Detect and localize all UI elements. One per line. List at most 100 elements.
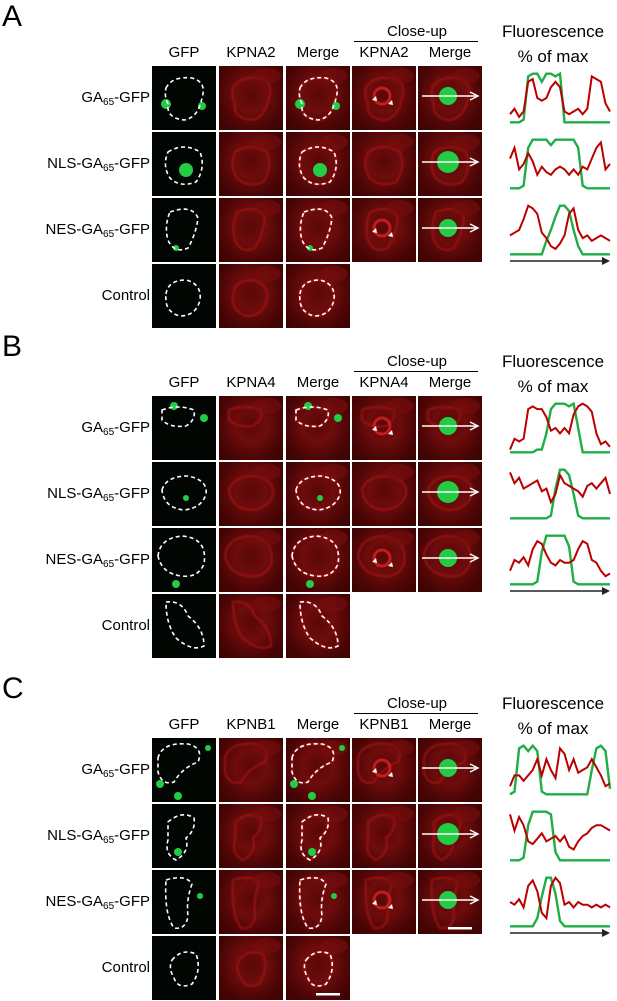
aggregate-spot: [179, 163, 193, 177]
profile-arrow-head: [469, 895, 480, 905]
micrograph-overlay: [298, 596, 348, 650]
line-profile-plot: [509, 71, 611, 124]
micrograph-overlay: [422, 200, 480, 252]
target-profile-curve: [509, 746, 611, 788]
cell-membrane: [230, 145, 271, 186]
gfp-image: [152, 132, 216, 196]
row-label-prefix: NLS-GA: [47, 827, 104, 844]
cytoplasm-region: [386, 134, 414, 150]
line-profile-plot: [509, 138, 611, 190]
cell-membrane: [363, 145, 404, 186]
row-label: NLS-GA65-GFP: [10, 486, 150, 504]
closeup-merge-image: [418, 198, 482, 262]
micrograph-overlay: [360, 398, 414, 436]
arrowhead-marker: [388, 562, 393, 567]
cytoplasm-region: [386, 200, 414, 216]
micrograph-overlay: [156, 742, 211, 800]
nucleus-outline: [298, 76, 339, 121]
row-label: Control: [10, 618, 150, 636]
cytoplasm-region: [320, 530, 348, 546]
closeup-column-header: KPNB1: [359, 716, 409, 733]
cell-membrane: [298, 876, 328, 930]
column-header: GFP: [168, 44, 200, 61]
profile-arrow-head: [469, 829, 480, 839]
aggregate-spot: [170, 402, 178, 410]
profile-title-line: % of max: [517, 377, 589, 396]
closeup-merge-image: [418, 132, 482, 196]
nucleus-outline: [295, 475, 341, 511]
closeup-column-header: Merge: [428, 44, 472, 61]
micrograph-overlay: [298, 200, 348, 252]
target-profile-curve: [509, 814, 611, 851]
cytoplasm-region: [452, 872, 480, 888]
line-profile-plot: [509, 534, 611, 586]
nucleus-outline: [165, 600, 205, 649]
micrograph-overlay: [365, 806, 414, 862]
closeup-merge-image: [418, 804, 482, 868]
micrograph-overlay: [364, 200, 414, 252]
cytoplasm-region: [452, 398, 480, 414]
row-label: GA65-GFP: [10, 420, 150, 438]
row-label-subscript: 65: [103, 97, 115, 108]
target-image: [219, 870, 283, 934]
row-label-suffix: -GFP: [114, 761, 150, 778]
cytoplasm-region: [452, 806, 480, 822]
gfp-image: [152, 870, 216, 934]
axis-arrowhead: [602, 587, 610, 595]
target-image: [219, 804, 283, 868]
target-image: [219, 66, 283, 130]
row-label-prefix: Control: [101, 617, 150, 634]
column-header: KPNB1: [226, 716, 276, 733]
arrowhead-marker: [372, 426, 377, 431]
target-profile-curve: [509, 74, 611, 119]
profile-arrow-head: [469, 421, 480, 431]
gfp-image: [152, 594, 216, 658]
merge-image: [286, 198, 350, 262]
closeup-title: Close-up: [386, 695, 448, 712]
cell-membrane: [231, 207, 267, 252]
micrograph-overlay: [164, 146, 204, 186]
cytoplasm-region: [253, 740, 281, 756]
gfp-profile-curve: [510, 138, 610, 190]
nucleus-outline: [161, 475, 207, 511]
cytoplasm-region: [320, 596, 348, 612]
aggregate-spot: [317, 495, 323, 501]
micrograph-overlay: [422, 398, 480, 435]
merge-image: [286, 594, 350, 658]
merge-image: [286, 936, 350, 1000]
nucleus-outline: [164, 146, 204, 186]
merge-image: [286, 804, 350, 868]
cell-membrane: [365, 813, 396, 862]
aggregate-spot: [306, 580, 314, 588]
micrograph-overlay: [422, 806, 480, 862]
cytoplasm-region: [253, 266, 281, 282]
cytoplasm-region: [253, 464, 281, 480]
aggregate-spot: [339, 745, 345, 751]
column-header: Merge: [296, 374, 340, 391]
profile-arrow-head: [469, 487, 480, 497]
profile-arrow-head: [469, 763, 480, 773]
cytoplasm-region: [320, 134, 348, 150]
target-image: [219, 528, 283, 592]
gfp-image: [152, 804, 216, 868]
cytoplasm-region: [253, 530, 281, 546]
cytoplasm-region: [253, 134, 281, 150]
nucleus-outline: [165, 208, 199, 251]
arrowhead-marker: [372, 558, 377, 563]
cytoplasm-region: [253, 398, 281, 414]
micrograph-overlay: [223, 530, 281, 578]
cytoplasm-region: [452, 740, 480, 756]
column-header: KPNA4: [226, 374, 276, 391]
line-profile-plot: [509, 875, 611, 928]
target-profile-curve: [509, 402, 611, 450]
row-label-prefix: NES-GA: [45, 221, 104, 238]
cell-membrane: [232, 813, 263, 862]
nucleus-outline: [299, 600, 339, 649]
micrograph-overlay: [422, 530, 480, 578]
micrograph-overlay: [294, 464, 348, 512]
aggregate-spot: [307, 245, 313, 251]
target-profile-curve: [509, 539, 611, 578]
micrograph-overlay: [230, 68, 281, 122]
aggregate-spot: [183, 495, 189, 501]
cell-membrane: [356, 742, 402, 785]
